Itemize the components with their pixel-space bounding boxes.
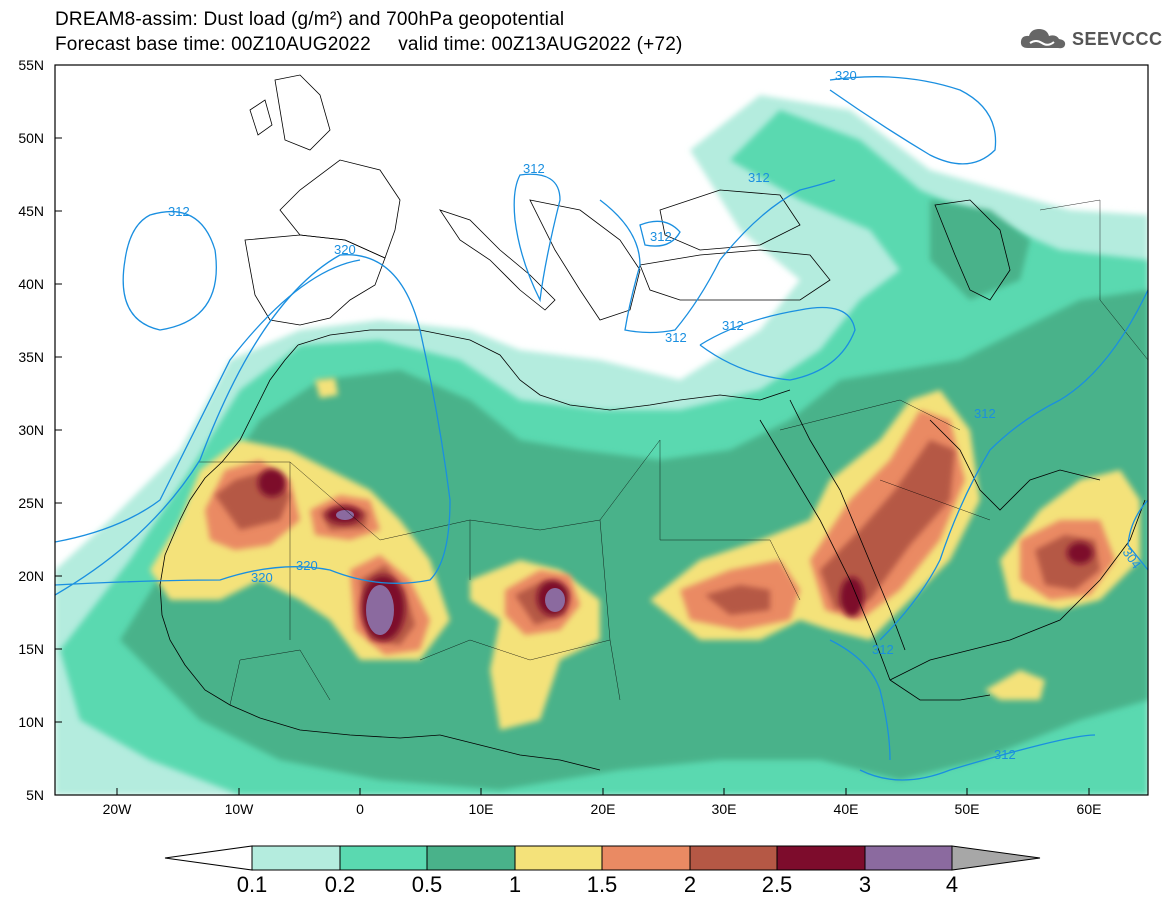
axis-ticks bbox=[55, 64, 1090, 795]
colorbar-tick: 0.2 bbox=[324, 872, 356, 897]
contour-label: 312 bbox=[650, 229, 672, 244]
map-subtitle: Forecast base time: 00Z10AUG2022 valid t… bbox=[55, 34, 683, 55]
contour-label: 312 bbox=[974, 406, 996, 421]
lon-label: 60E bbox=[1076, 801, 1102, 817]
contour-label: 312 bbox=[748, 170, 770, 185]
colorbar-segment bbox=[339, 845, 428, 871]
lon-label: 10W bbox=[224, 801, 254, 817]
dust-field bbox=[55, 65, 1148, 795]
colorbar-low-arrow bbox=[164, 845, 253, 871]
colorbar-tick: 4 bbox=[945, 872, 959, 897]
lat-label: 5N bbox=[26, 787, 44, 803]
colorbar-tick: 2.5 bbox=[761, 872, 793, 897]
colorbar-segment bbox=[601, 845, 691, 871]
lat-label: 20N bbox=[18, 568, 44, 584]
contour-label: 320 bbox=[296, 558, 318, 573]
cloud-icon bbox=[1020, 29, 1066, 49]
colorbar-tick: 1.5 bbox=[586, 872, 618, 897]
colorbar-segment bbox=[426, 845, 516, 871]
colorbar-tick: 2 bbox=[683, 872, 697, 897]
contour-label: 312 bbox=[523, 161, 545, 176]
colorbar-tick: 0.1 bbox=[236, 872, 268, 897]
contour-label: 320 bbox=[251, 570, 273, 585]
contour-label: 312 bbox=[994, 747, 1016, 762]
colorbar-segment bbox=[864, 845, 953, 871]
lon-label: 50E bbox=[954, 801, 980, 817]
colorbar-tick: 3 bbox=[858, 872, 872, 897]
colorbar-high-arrow bbox=[951, 845, 1041, 871]
lon-label: 30E bbox=[711, 801, 737, 817]
lat-label: 10N bbox=[18, 714, 44, 730]
lon-label: 20W bbox=[102, 801, 132, 817]
colorbar-segment bbox=[514, 845, 603, 871]
colorbar-tick: 1 bbox=[508, 872, 522, 897]
contour-label: 312 bbox=[168, 204, 190, 219]
map-title: DREAM8-assim: Dust load (g/m²) and 700hP… bbox=[55, 9, 565, 30]
colorbar-segment bbox=[251, 845, 341, 871]
lat-label: 30N bbox=[18, 422, 44, 438]
contour-label: 312 bbox=[872, 642, 894, 657]
lat-label: 35N bbox=[18, 349, 44, 365]
lon-label: 40E bbox=[833, 801, 859, 817]
lat-label: 40N bbox=[18, 276, 44, 292]
seevccc-logo: SEEVCCC bbox=[1018, 26, 1163, 52]
lat-label: 50N bbox=[18, 130, 44, 146]
lon-label: 10E bbox=[468, 801, 494, 817]
geopotential-contours bbox=[55, 76, 1148, 781]
lon-label: 0 bbox=[356, 801, 364, 817]
colorbar bbox=[164, 845, 1041, 871]
lon-label: 20E bbox=[590, 801, 616, 817]
contour-label: 320 bbox=[334, 242, 356, 257]
lat-label: 45N bbox=[18, 203, 44, 219]
contour-label: 320 bbox=[835, 68, 857, 83]
colorbar-segment bbox=[689, 845, 778, 871]
lat-label: 15N bbox=[18, 641, 44, 657]
contour-label: 312 bbox=[722, 318, 744, 333]
logo-text: SEEVCCC bbox=[1072, 28, 1163, 49]
colorbar-tick: 0.5 bbox=[411, 872, 443, 897]
contour-label: 312 bbox=[665, 330, 687, 345]
lat-label: 25N bbox=[18, 495, 44, 511]
lat-label: 55N bbox=[18, 57, 44, 73]
colorbar-segment bbox=[776, 845, 866, 871]
coastlines bbox=[159, 74, 1146, 771]
